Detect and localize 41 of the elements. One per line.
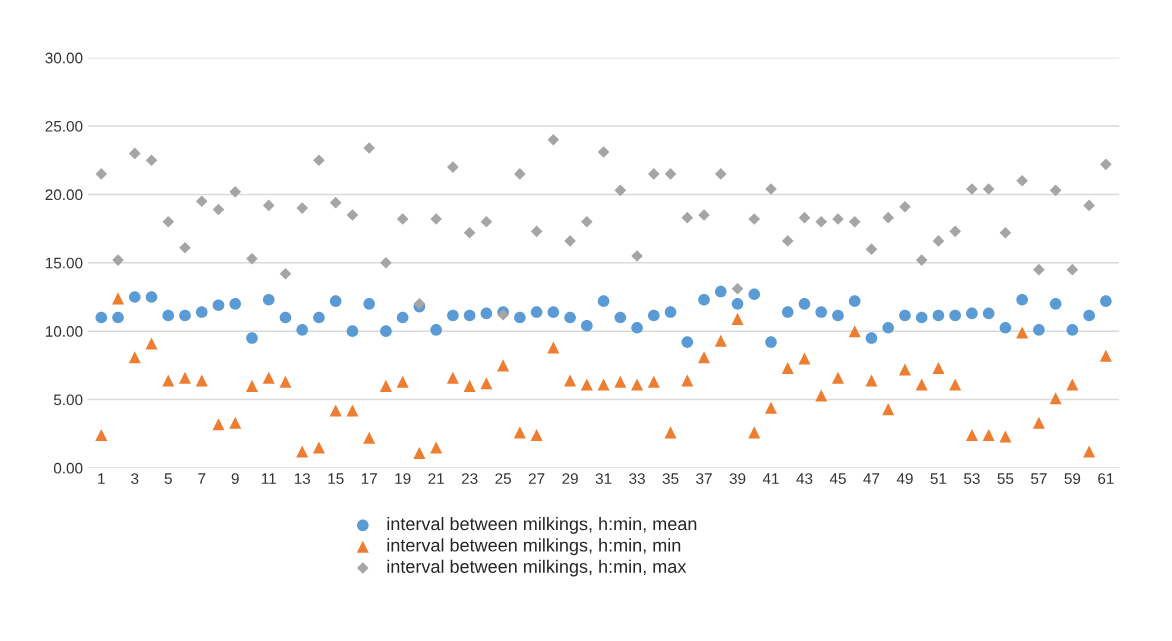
x-tick-label: 1: [98, 473, 105, 484]
x-tick-label: 37: [696, 473, 712, 485]
x-tick-label: 45: [829, 473, 846, 485]
x-tick-label: 39: [729, 473, 746, 485]
x-tick-label: 25: [495, 473, 511, 485]
x-tick-label: 3: [131, 473, 139, 485]
x-tick-label: 21: [428, 473, 444, 484]
x-tick-label: 55: [997, 473, 1014, 485]
y-tick-label: 25.00: [45, 120, 83, 132]
x-tick-label: 11: [261, 473, 276, 484]
x-tick-label: 59: [1064, 473, 1081, 485]
x-tick-label: 47: [863, 473, 880, 484]
y-tick-label: 20.00: [45, 189, 83, 201]
legend-label: interval between milkings, h:min, mean: [387, 517, 697, 534]
x-tick-label: 23: [461, 473, 478, 485]
y-tick-label: 30.00: [45, 52, 83, 64]
x-tick-label: 57: [1031, 473, 1047, 485]
x-tick-label: 15: [328, 473, 344, 485]
x-tick-label: 19: [395, 473, 411, 485]
x-tick-label: 7: [198, 473, 206, 484]
x-tick-label: 27: [528, 473, 545, 484]
x-tick-label: 5: [164, 473, 172, 485]
x-tick-label: 33: [629, 473, 645, 485]
y-tick-label: 0.00: [53, 462, 83, 474]
legend-label: interval between milkings, h:min, min: [387, 538, 681, 556]
y-tick-label: 15.00: [45, 257, 83, 269]
y-tick-label: 10.00: [45, 326, 83, 337]
x-tick-label: 9: [231, 473, 239, 485]
x-tick-label: 51: [930, 473, 947, 485]
x-tick-label: 43: [796, 473, 813, 485]
x-tick-label: 61: [1098, 473, 1114, 485]
x-tick-label: 29: [562, 473, 578, 485]
x-tick-label: 17: [361, 473, 377, 484]
x-tick-label: 41: [762, 473, 779, 484]
x-tick-label: 13: [294, 473, 311, 485]
x-tick-label: 49: [896, 473, 913, 485]
x-tick-label: 35: [662, 473, 679, 485]
x-tick-label: 53: [964, 473, 980, 485]
x-tick-label: 31: [595, 473, 612, 485]
legend-label: interval between milkings, h:min, max: [387, 559, 687, 577]
y-tick-label: 5.00: [53, 394, 83, 406]
